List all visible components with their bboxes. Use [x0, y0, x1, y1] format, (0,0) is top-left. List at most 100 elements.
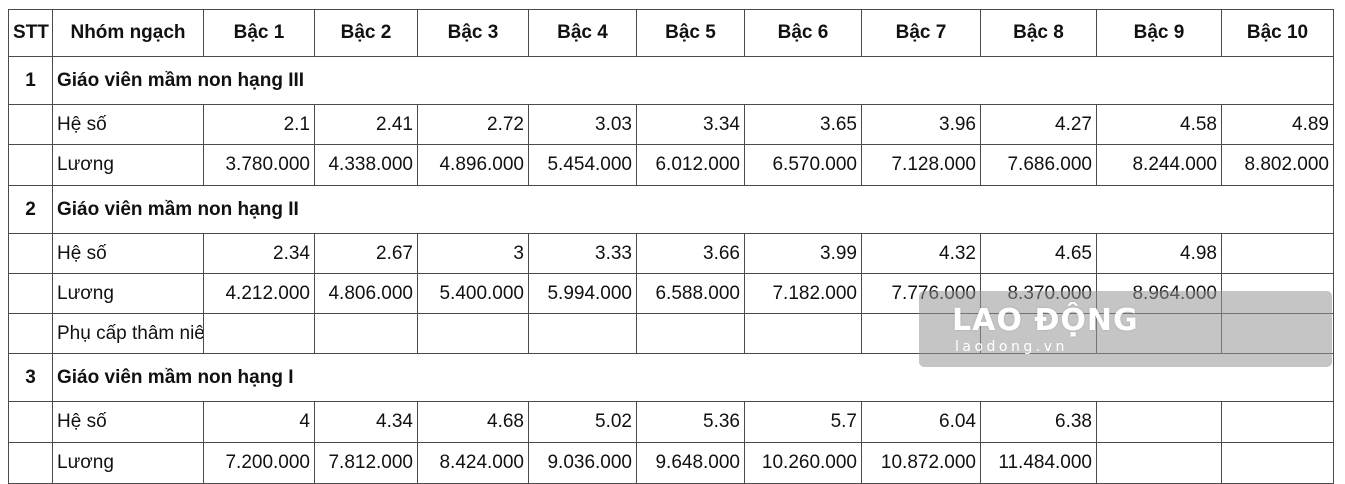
table-cell	[1096, 401, 1222, 443]
table-cell: 2.1	[203, 104, 315, 145]
group-number: 3	[8, 353, 53, 402]
table-cell	[528, 313, 637, 354]
header-cell-bac-1: Bậc 1	[203, 9, 315, 57]
table-cell: 5.02	[528, 401, 637, 443]
table-cell: 3.03	[528, 104, 637, 145]
table-row: Lương 7.200.000 7.812.000 8.424.000 9.03…	[8, 442, 1334, 484]
table-cell: 2.72	[417, 104, 529, 145]
header-cell-bac-3: Bậc 3	[417, 9, 529, 57]
row-label: Hệ số	[52, 104, 204, 145]
table-cell: 4.34	[314, 401, 418, 443]
table-cell: 4.32	[861, 233, 981, 274]
table-cell: 6.570.000	[744, 144, 862, 186]
header-cell-bac-10: Bậc 10	[1221, 9, 1334, 57]
table-cell: 4.98	[1096, 233, 1222, 274]
group-row-2: 2 Giáo viên mầm non hạng II	[8, 185, 1334, 234]
header-cell-bac-9: Bậc 9	[1096, 9, 1222, 57]
table-cell: 5.7	[744, 401, 862, 443]
table-cell: 5.454.000	[528, 144, 637, 186]
table-cell	[744, 313, 862, 354]
watermark-banner	[919, 291, 1332, 367]
salary-table: STT Nhóm ngạch Bậc 1 Bậc 2 Bậc 3 Bậc 4 B…	[8, 9, 1334, 484]
table-cell: 4.896.000	[417, 144, 529, 186]
header-cell-bac-8: Bậc 8	[980, 9, 1097, 57]
row-label: Lương	[52, 144, 204, 186]
header-cell-bac-6: Bậc 6	[744, 9, 862, 57]
header-cell-stt: STT	[8, 9, 53, 57]
empty-cell	[8, 442, 53, 484]
table-cell	[636, 313, 745, 354]
group-title: Giáo viên mầm non hạng III	[52, 56, 1334, 105]
table-row: Hệ số 2.34 2.67 3 3.33 3.66 3.99 4.32 4.…	[8, 233, 1334, 274]
table-cell: 4.58	[1096, 104, 1222, 145]
header-cell-bac-4: Bậc 4	[528, 9, 637, 57]
table-cell: 8.244.000	[1096, 144, 1222, 186]
table-cell: 7.182.000	[744, 273, 862, 314]
table-cell: 5.400.000	[417, 273, 529, 314]
empty-cell	[8, 233, 53, 274]
table-cell: 4.65	[980, 233, 1097, 274]
table-cell: 7.686.000	[980, 144, 1097, 186]
table-cell: 9.648.000	[636, 442, 745, 484]
table-cell: 7.128.000	[861, 144, 981, 186]
table-cell	[314, 313, 418, 354]
table-cell	[1221, 233, 1334, 274]
table-cell: 3.34	[636, 104, 745, 145]
table-cell: 10.260.000	[744, 442, 862, 484]
table-cell: 3	[417, 233, 529, 274]
empty-cell	[8, 104, 53, 145]
header-cell-bac-2: Bậc 2	[314, 9, 418, 57]
table-cell: 6.588.000	[636, 273, 745, 314]
table-cell: 3.33	[528, 233, 637, 274]
table-cell: 2.67	[314, 233, 418, 274]
table-cell: 3.96	[861, 104, 981, 145]
row-label: Hệ số	[52, 233, 204, 274]
table-cell: 4.27	[980, 104, 1097, 145]
table-cell: 4.806.000	[314, 273, 418, 314]
table-cell	[1221, 401, 1334, 443]
table-cell: 3.780.000	[203, 144, 315, 186]
watermark-logo: LAO ĐỘNG	[952, 303, 1139, 338]
group-number: 1	[8, 56, 53, 105]
table-cell: 4.212.000	[203, 273, 315, 314]
table-cell: 10.872.000	[861, 442, 981, 484]
table-cell: 5.36	[636, 401, 745, 443]
table-cell: 4.68	[417, 401, 529, 443]
table-cell: 3.99	[744, 233, 862, 274]
table-row: Lương 3.780.000 4.338.000 4.896.000 5.45…	[8, 144, 1334, 186]
table-cell: 4.89	[1221, 104, 1334, 145]
row-label: Hệ số	[52, 401, 204, 443]
table-cell	[417, 313, 529, 354]
table-cell: 2.34	[203, 233, 315, 274]
table-row: Hệ số 2.1 2.41 2.72 3.03 3.34 3.65 3.96 …	[8, 104, 1334, 145]
table-row: Hệ số 4 4.34 4.68 5.02 5.36 5.7 6.04 6.3…	[8, 401, 1334, 443]
table-cell: 3.65	[744, 104, 862, 145]
empty-cell	[8, 144, 53, 186]
table-cell	[1096, 442, 1222, 484]
empty-cell	[8, 401, 53, 443]
group-title: Giáo viên mầm non hạng II	[52, 185, 1334, 234]
row-label: Phụ cấp thâm niên	[52, 313, 204, 354]
table-cell: 7.200.000	[203, 442, 315, 484]
table-cell: 6.012.000	[636, 144, 745, 186]
table-cell: 4.338.000	[314, 144, 418, 186]
table-cell: 5.994.000	[528, 273, 637, 314]
header-cell-group: Nhóm ngạch	[52, 9, 204, 57]
table-cell: 11.484.000	[980, 442, 1097, 484]
table-cell: 8.802.000	[1221, 144, 1334, 186]
header-cell-bac-7: Bậc 7	[861, 9, 981, 57]
table-cell: 7.812.000	[314, 442, 418, 484]
table-cell: 6.38	[980, 401, 1097, 443]
empty-cell	[8, 273, 53, 314]
table-cell: 6.04	[861, 401, 981, 443]
table-cell: 4	[203, 401, 315, 443]
table-cell: 3.66	[636, 233, 745, 274]
row-label: Lương	[52, 273, 204, 314]
table-cell	[1221, 442, 1334, 484]
group-row-1: 1 Giáo viên mầm non hạng III	[8, 56, 1334, 105]
header-cell-bac-5: Bậc 5	[636, 9, 745, 57]
empty-cell	[8, 313, 53, 354]
header-row: STT Nhóm ngạch Bậc 1 Bậc 2 Bậc 3 Bậc 4 B…	[8, 9, 1334, 57]
group-number: 2	[8, 185, 53, 234]
row-label: Lương	[52, 442, 204, 484]
